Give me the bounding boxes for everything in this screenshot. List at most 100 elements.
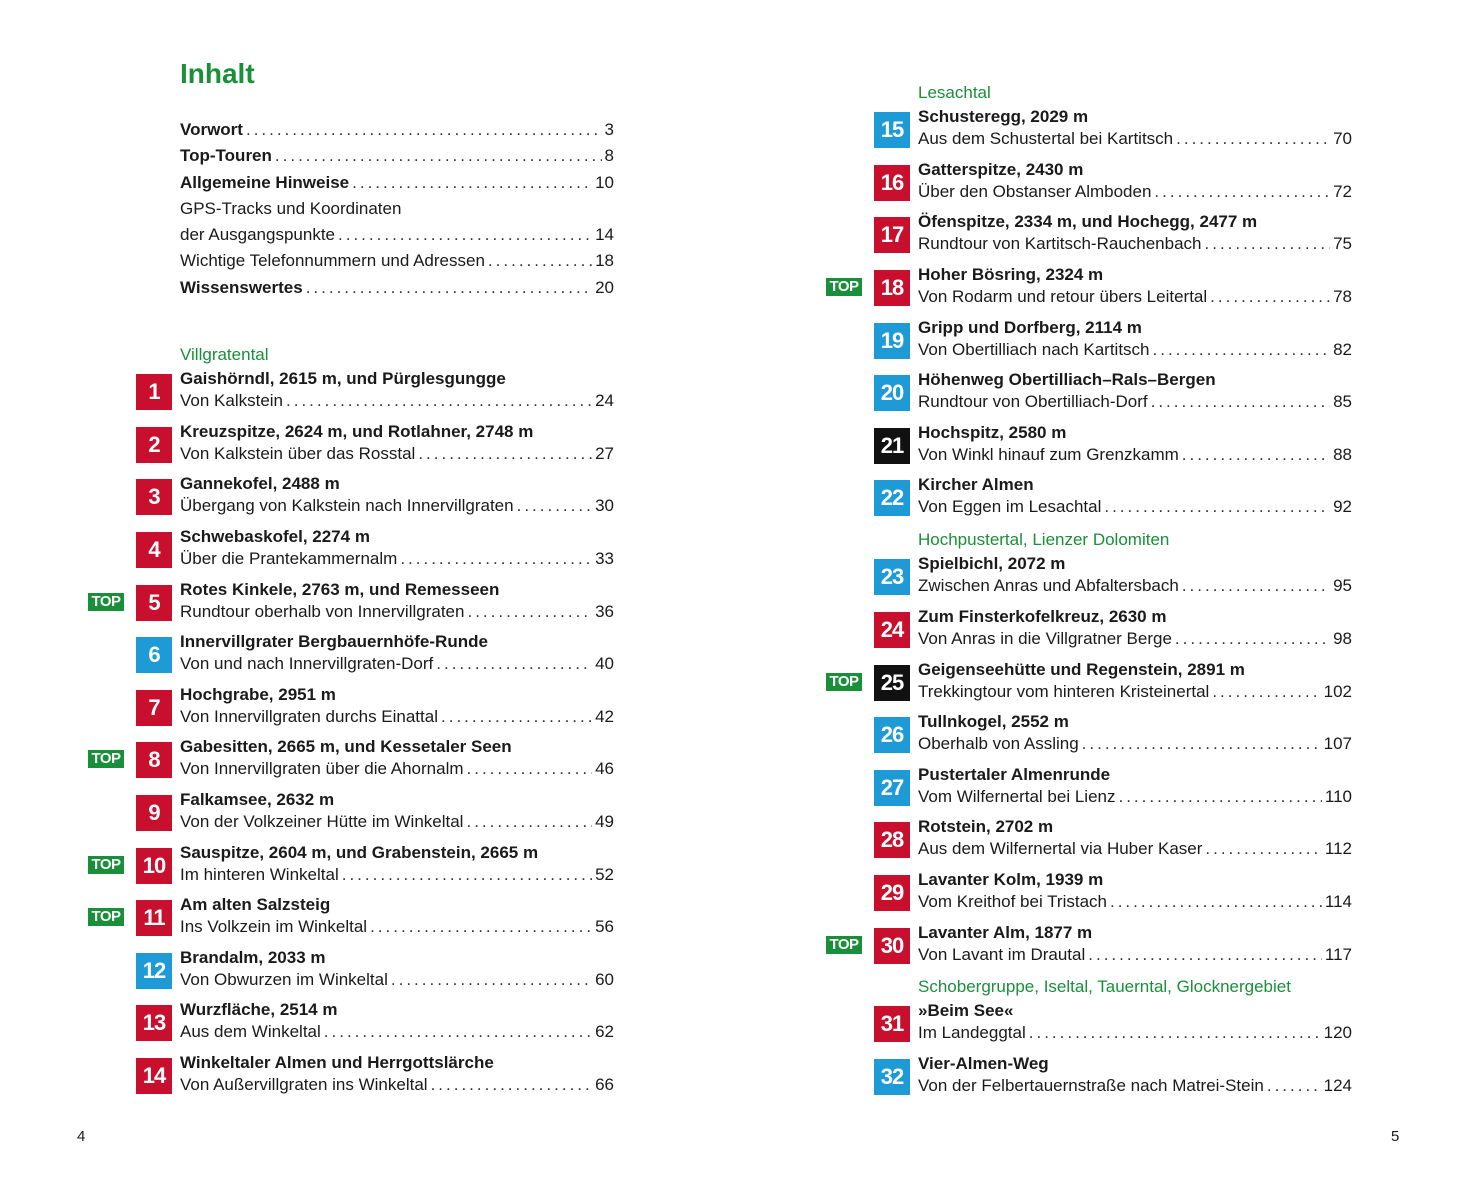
toc-front-entry[interactable]: der Ausgangspunkte 14 — [180, 225, 614, 251]
entry-title: Öfenspitze, 2334 m, und Hochegg, 2477 m — [918, 212, 1258, 232]
dot-leader — [431, 1074, 593, 1096]
toc-entry[interactable]: 14 Winkeltaler Almen und Herrgottslärche V… — [88, 1052, 614, 1105]
entry-subtitle-row: Von Kalkstein 24 — [180, 390, 614, 412]
toc-entry[interactable]: TOP 10 Sauspitze, 2604 m, und Grabenstein,… — [88, 842, 614, 895]
toc-front-entry[interactable]: Wichtige Telefonnummern und Adressen 18 — [180, 251, 614, 277]
entry-text: Gabesitten, 2665 m, und Kessetaler Seen V… — [180, 736, 614, 780]
dot-leader — [370, 916, 592, 938]
toc-front-entry[interactable]: Wissenswertes 20 — [180, 278, 614, 304]
entry-text: Höhenweg Obertilliach–Rals–Bergen Rundtou… — [918, 369, 1352, 413]
dot-leader — [488, 251, 592, 271]
dot-leader — [467, 758, 593, 780]
entry-subtitle-row: Von Anras in die Villgratner Berge 98 — [918, 628, 1352, 650]
toc-entry[interactable]: 6 Innervillgrater Bergbauernhöfe-Runde Von… — [88, 631, 614, 684]
tour-number-badge: 1 — [136, 374, 172, 411]
entry-subtitle-row: Vom Wilfernertal bei Lienz 110 — [918, 786, 1352, 808]
entry-page: 120 — [1323, 1023, 1352, 1043]
entry-subtitle: Von Winkl hinauf zum Grenzkamm — [918, 444, 1179, 464]
entry-text: Rotstein, 2702 m Aus dem Wilfernertal via… — [918, 816, 1352, 860]
dot-leader — [1212, 681, 1320, 703]
toc-front-entry[interactable]: GPS-Tracks und Koordinaten — [180, 199, 614, 225]
entry-text: Schusteregg, 2029 m Aus dem Schustertal b… — [918, 106, 1352, 150]
entry-title: Zum Finsterkofelkreuz, 2630 m — [918, 606, 1167, 626]
tour-number-badge: 13 — [136, 1005, 172, 1042]
toc-entry[interactable]: 4 Schwebaskofel, 2274 m Über die Prantekam… — [88, 526, 614, 579]
toc-entry[interactable]: 17 Öfenspitze, 2334 m, und Hochegg, 2477 … — [826, 211, 1352, 264]
toc-entry[interactable]: 20 Höhenweg Obertilliach–Rals–Bergen Rundt… — [826, 369, 1352, 422]
entry-label: der Ausgangspunkte — [180, 225, 336, 245]
tour-number-badge: 3 — [136, 479, 172, 516]
entry-title: Schusteregg, 2029 m — [918, 107, 1089, 127]
entry-text: Hochgrabe, 2951 m Von Innervillgraten dur… — [180, 684, 614, 728]
entry-text: Am alten Salzsteig Ins Volkzein im Winkel… — [180, 894, 614, 938]
toc-entry[interactable]: TOP 8 Gabesitten, 2665 m, und Kessetaler S… — [88, 736, 614, 789]
toc-entry[interactable]: 12 Brandalm, 2033 m Von Obwurzen im Winkel… — [88, 947, 614, 1000]
entry-subtitle: Zwischen Anras und Abfaltersbach — [918, 576, 1179, 596]
entry-subtitle: Von Eggen im Lesachtal — [918, 497, 1102, 517]
toc-front-entry[interactable]: Top-Touren 8 — [180, 146, 614, 172]
dot-leader — [324, 1021, 592, 1043]
toc-entry[interactable]: 9 Falkamsee, 2632 m Von der Volkzeiner Hüt… — [88, 789, 614, 842]
entry-title: Sauspitze, 2604 m, und Grabenstein, 2665… — [180, 842, 539, 862]
entry-text: Rotes Kinkele, 2763 m, und Remesseen Rund… — [180, 579, 614, 623]
tour-number-badge: 24 — [874, 611, 910, 648]
toc-entry[interactable]: 27 Pustertaler Almenrunde Vom Wilfernertal… — [826, 764, 1352, 817]
toc-entry[interactable]: 3 Gannekofel, 2488 m Übergang von Kalkstei… — [88, 473, 614, 526]
toc-entry[interactable]: 21 Hochspitz, 2580 m Von Winkl hinauf zum … — [826, 422, 1352, 475]
entry-subtitle-row: Von Rodarm und retour übers Leitertal 78 — [918, 286, 1352, 308]
toc-entry[interactable]: TOP 5 Rotes Kinkele, 2763 m, und Remesseen… — [88, 579, 614, 632]
toc-entry[interactable]: 1 Gaishörndl, 2615 m, und Pürglesgungge Vo… — [88, 368, 614, 421]
toc-entry[interactable]: 23 Spielbichl, 2072 m Zwischen Anras und A… — [826, 553, 1352, 606]
toc-left-column: Villgratental 1 Gaishörndl, 2615 m, und Pü… — [88, 342, 614, 1105]
entry-page: 24 — [595, 391, 614, 411]
tour-number-badge: 6 — [136, 637, 172, 674]
toc-entry[interactable]: 26 Tullnkogel, 2552 m Oberhalb von Assling… — [826, 711, 1352, 764]
tour-number-badge: 31 — [874, 1006, 910, 1043]
toc-entry[interactable]: TOP 25 Geigenseehütte und Regenstein, 2891… — [826, 659, 1352, 712]
dot-leader — [342, 864, 592, 886]
dot-leader — [306, 278, 592, 298]
toc-front-entry[interactable]: Allgemeine Hinweise 10 — [180, 173, 614, 199]
entry-subtitle-row: Im hinteren Winkeltal 52 — [180, 864, 614, 886]
entry-subtitle-row: Vom Kreithof bei Tristach 114 — [918, 891, 1352, 913]
entry-subtitle-row: Von Eggen im Lesachtal 92 — [918, 496, 1352, 518]
tour-number-badge: 17 — [874, 217, 910, 254]
toc-entry[interactable]: 7 Hochgrabe, 2951 m Von Innervillgraten du… — [88, 684, 614, 737]
entry-page: 85 — [1333, 392, 1352, 412]
tour-number-badge: 11 — [136, 900, 172, 937]
toc-entry[interactable]: 24 Zum Finsterkofelkreuz, 2630 m Von Anras… — [826, 606, 1352, 659]
entry-label: Allgemeine Hinweise — [180, 172, 350, 192]
dot-leader — [1210, 286, 1330, 308]
toc-entry[interactable]: 32 Vier-Almen-Weg Von der Felbertauernstra… — [826, 1053, 1352, 1106]
section-heading: Lesachtal — [918, 83, 991, 102]
dot-leader — [338, 225, 592, 245]
toc-front-entry[interactable]: Vorwort 3 — [180, 120, 614, 146]
entry-page: 46 — [595, 759, 614, 779]
toc-entry[interactable]: 15 Schusteregg, 2029 m Aus dem Schustertal… — [826, 106, 1352, 159]
entry-subtitle-row: Aus dem Schustertal bei Kartitsch 70 — [918, 128, 1352, 150]
toc-entry[interactable]: TOP 18 Hoher Bösring, 2324 m Von Rodarm und… — [826, 264, 1352, 317]
entry-page: 95 — [1333, 576, 1352, 596]
toc-entry[interactable]: TOP 30 Lavanter Alm, 1877 m Von Lavant im D… — [826, 922, 1352, 975]
entry-subtitle: Von Lavant im Drautal — [918, 944, 1086, 964]
toc-entry[interactable]: 16 Gatterspitze, 2430 m Über den Obstanser… — [826, 159, 1352, 212]
entry-subtitle-row: Von Innervillgraten durchs Einattal 42 — [180, 706, 614, 728]
toc-entry[interactable]: TOP 11 Am alten Salzsteig Ins Volkzein im W… — [88, 894, 614, 947]
dot-leader — [391, 969, 592, 991]
toc-entry[interactable]: 29 Lavanter Kolm, 1939 m Vom Kreithof bei … — [826, 869, 1352, 922]
dot-leader — [1118, 786, 1321, 808]
entry-subtitle-row: Rundtour von Obertilliach-Dorf 85 — [918, 391, 1352, 413]
dot-leader — [1110, 891, 1322, 913]
entry-subtitle: Von der Volkzeiner Hütte im Winkeltal — [180, 812, 464, 832]
toc-entry[interactable]: 2 Kreuzspitze, 2624 m, und Rotlahner, 274… — [88, 421, 614, 474]
tour-number-badge: 4 — [136, 532, 172, 569]
entry-subtitle: Von Außervillgraten ins Winkeltal — [180, 1075, 428, 1095]
entry-text: Pustertaler Almenrunde Vom Wilfernertal b… — [918, 764, 1352, 808]
toc-entry[interactable]: 31 »Beim See«Im Landeggtal 120 — [826, 1000, 1352, 1053]
entry-text: Lavanter Kolm, 1939 m Vom Kreithof bei Tr… — [918, 869, 1352, 913]
dot-leader — [1182, 444, 1330, 466]
toc-entry[interactable]: 28 Rotstein, 2702 m Aus dem Wilfernertal v… — [826, 816, 1352, 869]
toc-entry[interactable]: 19 Gripp und Dorfberg, 2114 m Von Obertill… — [826, 317, 1352, 370]
